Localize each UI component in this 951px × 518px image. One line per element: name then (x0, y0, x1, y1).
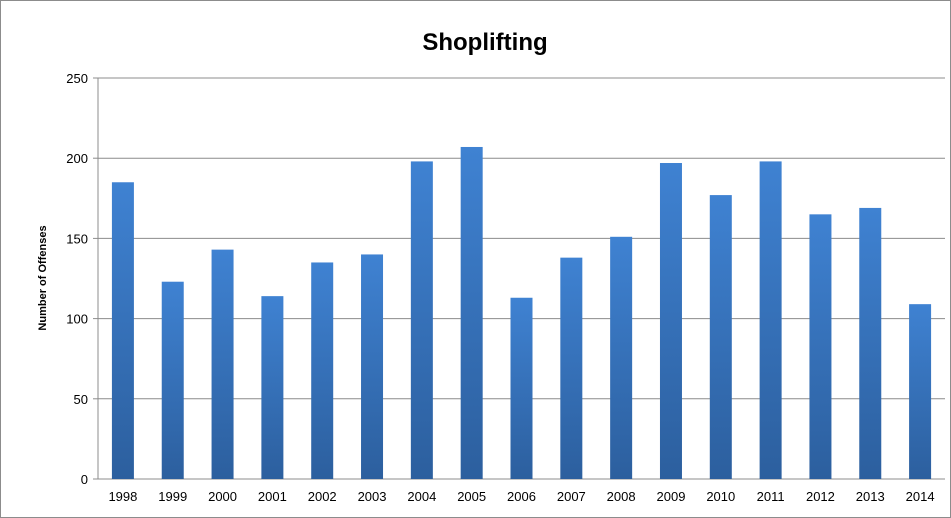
x-tick-label: 2006 (507, 489, 536, 504)
y-tick-labels: 0 50 100 150 200 250 (66, 71, 88, 487)
bar-2013 (859, 208, 881, 479)
bar-1998 (112, 182, 134, 479)
x-tick-label: 2014 (906, 489, 935, 504)
bar-1999 (162, 282, 184, 479)
bar-2012 (809, 214, 831, 479)
x-tick-label: 1998 (108, 489, 137, 504)
y-tick-label: 50 (74, 392, 88, 407)
x-tick-label: 1999 (158, 489, 187, 504)
bar-2009 (660, 163, 682, 479)
bar-2004 (411, 161, 433, 479)
x-tick-labels: 1998 1999 2000 2001 2002 2003 2004 2005 2006 2007… (108, 489, 934, 504)
bar-2008 (610, 237, 632, 479)
y-tick-label: 100 (66, 312, 88, 327)
y-tick-label: 0 (81, 472, 88, 487)
bar-2007 (560, 258, 582, 479)
bar-2005 (461, 147, 483, 479)
x-tick-label: 2007 (557, 489, 586, 504)
y-tick-label: 250 (66, 71, 88, 86)
x-tick-label: 2002 (308, 489, 337, 504)
bar-2011 (760, 161, 782, 479)
bar-2003 (361, 254, 383, 479)
x-tick-label: 2010 (706, 489, 735, 504)
x-tick-label: 2001 (258, 489, 287, 504)
bars (112, 147, 931, 479)
y-axis-label: Number of Offenses (37, 225, 49, 330)
x-tick-label: 2004 (407, 489, 436, 504)
x-tick-label: 2011 (757, 489, 785, 504)
x-tick-label: 2012 (806, 489, 835, 504)
y-tick-label: 200 (66, 151, 88, 166)
x-tick-label: 2013 (856, 489, 885, 504)
bar-2006 (511, 298, 533, 479)
y-tick-label: 150 (66, 231, 88, 246)
x-tick-label: 2008 (607, 489, 636, 504)
chart-title: Shoplifting (422, 29, 547, 56)
bar-2000 (212, 250, 234, 479)
bar-2010 (710, 195, 732, 479)
bar-2014 (909, 304, 931, 479)
x-tick-label: 2003 (358, 489, 387, 504)
bar-2001 (261, 296, 283, 479)
x-tick-label: 2000 (208, 489, 237, 504)
bar-2002 (311, 262, 333, 479)
x-tick-label: 2005 (457, 489, 486, 504)
x-tick-label: 2009 (657, 489, 686, 504)
